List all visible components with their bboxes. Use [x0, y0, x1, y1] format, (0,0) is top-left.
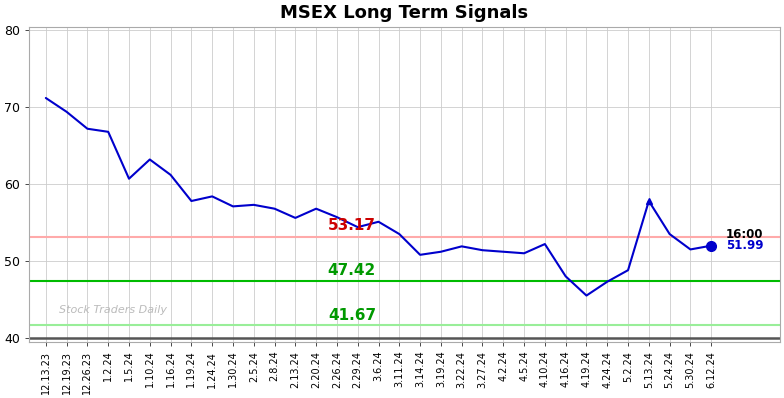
Title: MSEX Long Term Signals: MSEX Long Term Signals: [281, 4, 528, 22]
Text: 53.17: 53.17: [328, 218, 376, 233]
Text: 47.42: 47.42: [328, 263, 376, 279]
Text: 51.99: 51.99: [726, 239, 764, 252]
Text: 16:00: 16:00: [726, 228, 764, 241]
Text: 41.67: 41.67: [328, 308, 376, 323]
Text: Stock Traders Daily: Stock Traders Daily: [60, 305, 167, 315]
